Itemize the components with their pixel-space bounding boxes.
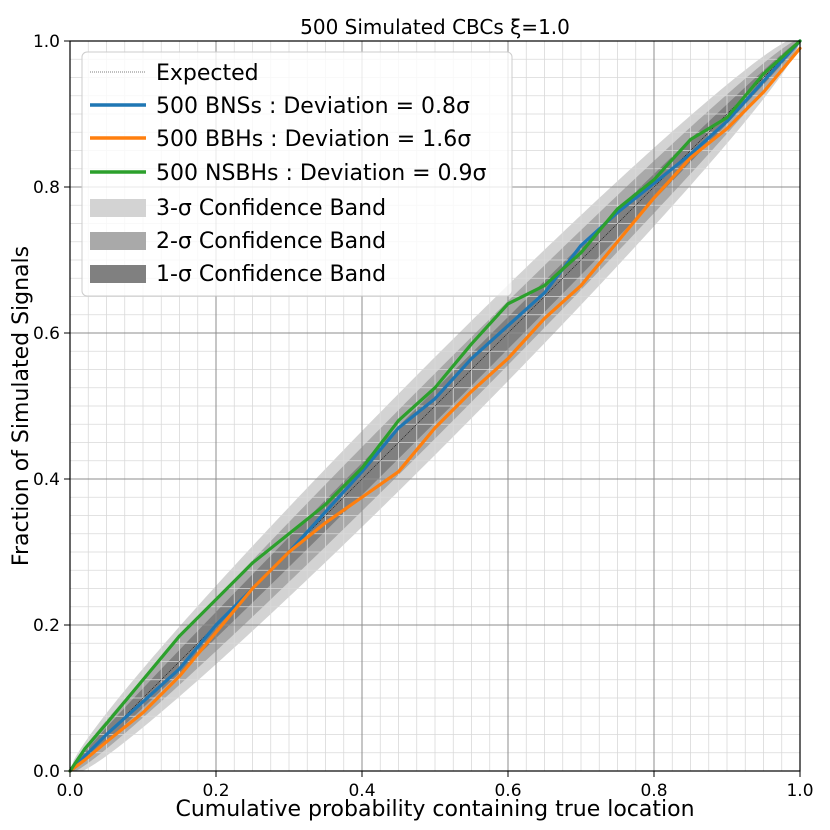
y-tick-label: 0.8 [33,178,60,198]
plot-frame [69,40,801,772]
legend-box [81,51,513,297]
x-tick-label: 1.0 [786,781,813,801]
legend-label-expected: Expected [156,61,259,86]
axis-ticks: 0.0 0.2 0.4 0.6 0.8 1.0 0.0 0.2 0.4 0.6 0.8 1.0 [33,32,814,801]
series-line-bns [68,39,802,773]
y-axis-label: Fraction of Simulated Signals [9,246,34,566]
y-tick-label: 0.2 [33,616,60,636]
y-tick-label: 0.4 [33,470,60,490]
legend-swatch-3sigma-band [90,199,146,217]
legend-label-2sigma-band: 2-σ Confidence Band [156,229,386,254]
y-tick-label: 0.6 [33,324,60,344]
legend: Expected 500 BNSs : Deviation = 0.8σ 500… [81,51,513,297]
plot-area [68,39,802,773]
series-lines [68,39,802,773]
legend-label-1sigma-band: 1-σ Confidence Band [156,262,386,287]
x-tick-label: 0.0 [56,781,83,801]
x-tick-label: 0.2 [202,781,229,801]
chart-title: 500 Simulated CBCs ξ=1.0 [300,15,570,39]
x-tick-label: 0.6 [494,781,521,801]
x-tick-label: 0.8 [640,781,667,801]
x-tick-label: 0.4 [348,781,375,801]
legend-swatch-2sigma-band [90,232,146,250]
legend-label-bns: 500 BNSs : Deviation = 0.8σ [156,94,470,119]
x-axis-label: Cumulative probability containing true l… [175,797,694,822]
legend-swatch-1sigma-band [90,265,146,283]
series-line-nsbh [68,39,802,773]
legend-label-nsbh: 500 NSBHs : Deviation = 0.9σ [156,161,487,186]
legend-label-bbh: 500 BBHs : Deviation = 1.6σ [156,127,471,152]
y-tick-label: 0.0 [33,762,60,782]
legend-label-3sigma-band: 3-σ Confidence Band [156,196,386,221]
series-line-bbh [68,46,802,773]
y-tick-label: 1.0 [33,32,60,52]
